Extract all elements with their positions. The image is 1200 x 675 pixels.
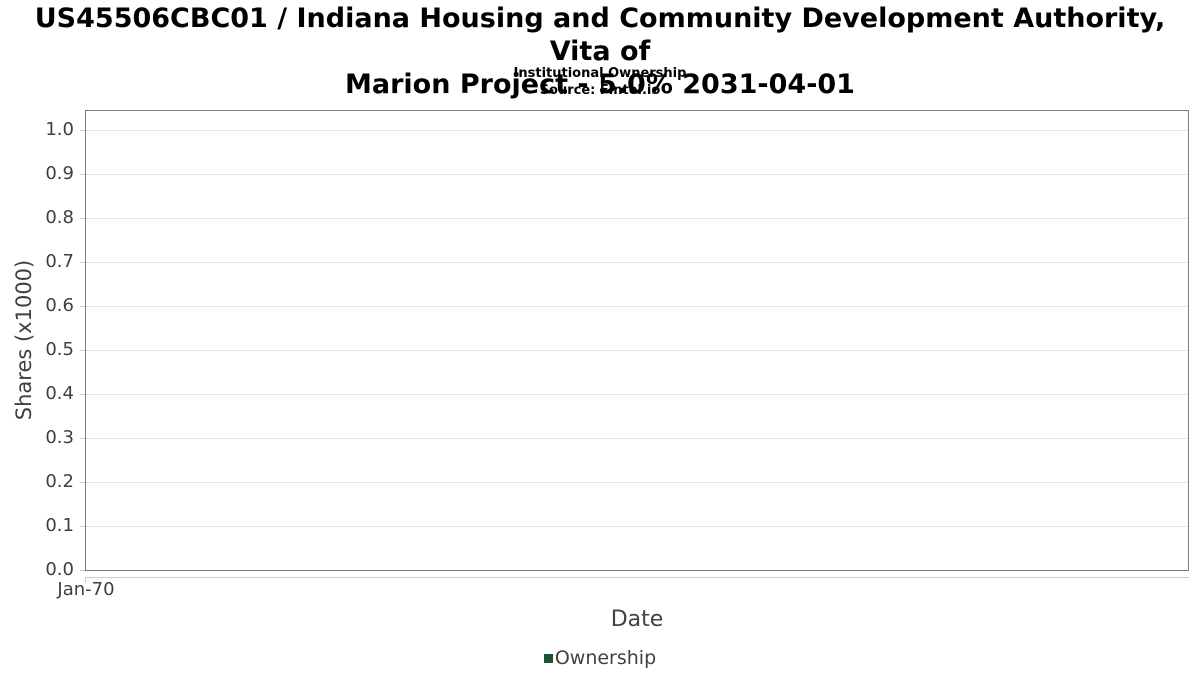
y-tick-mark xyxy=(80,438,85,439)
y-tick-label: 0.7 xyxy=(45,251,74,272)
y-tick-mark xyxy=(80,218,85,219)
y-tick-mark xyxy=(80,174,85,175)
y-tick-mark xyxy=(80,130,85,131)
y-axis-title: Shares (x1000) xyxy=(12,259,36,421)
chart-title-line-2: Marion Project - 5.0% 2031-04-01 xyxy=(345,69,855,100)
legend-marker-icon xyxy=(543,653,553,663)
y-tick-label: 1.0 xyxy=(45,119,74,140)
gridline xyxy=(86,526,1188,527)
x-axis-title: Date xyxy=(610,607,664,632)
y-tick-mark xyxy=(80,262,85,263)
y-axis-tick-labels: 0.0 0.1 0.2 0.3 0.4 0.5 0.6 0.7 0.8 0.9 1.0 xyxy=(0,110,74,580)
legend-item-ownership[interactable]: Ownership xyxy=(543,647,657,669)
y-tick-label: 0.3 xyxy=(45,427,74,448)
y-tick-mark xyxy=(80,350,85,351)
chart-source: Source: Fintel.io xyxy=(539,83,661,98)
y-axis-tick-marks xyxy=(80,110,85,571)
y-tick-label: 0.4 xyxy=(45,383,74,404)
y-tick-mark xyxy=(80,306,85,307)
gridline xyxy=(86,130,1188,131)
gridline xyxy=(86,482,1188,483)
x-axis-line xyxy=(85,577,1189,578)
y-tick-label: 0.1 xyxy=(45,515,74,536)
x-tick-mark xyxy=(85,577,86,583)
legend: Ownership xyxy=(0,644,1200,672)
chart-title: US45506CBC01 / Indiana Housing and Commu… xyxy=(0,2,1200,101)
gridline xyxy=(86,262,1188,263)
legend-label: Ownership xyxy=(554,647,657,669)
gridline xyxy=(86,438,1188,439)
y-tick-label: 0.6 xyxy=(45,295,74,316)
y-tick-label: 0.0 xyxy=(45,559,74,580)
gridline xyxy=(86,306,1188,307)
y-tick-label: 0.9 xyxy=(45,163,74,184)
x-tick-label: Jan-70 xyxy=(57,579,115,600)
chart-subtitle: Institutional Ownership xyxy=(513,66,687,81)
gridline xyxy=(86,174,1188,175)
gridline xyxy=(86,218,1188,219)
y-tick-label: 0.5 xyxy=(45,339,74,360)
gridline xyxy=(86,394,1188,395)
y-tick-label: 0.8 xyxy=(45,207,74,228)
plot-area xyxy=(85,110,1189,571)
y-tick-mark xyxy=(80,394,85,395)
y-tick-mark xyxy=(80,482,85,483)
gridline xyxy=(86,350,1188,351)
y-tick-mark xyxy=(80,570,85,571)
y-tick-label: 0.2 xyxy=(45,471,74,492)
y-tick-mark xyxy=(80,526,85,527)
chart-title-line-1: US45506CBC01 / Indiana Housing and Commu… xyxy=(34,3,1166,67)
